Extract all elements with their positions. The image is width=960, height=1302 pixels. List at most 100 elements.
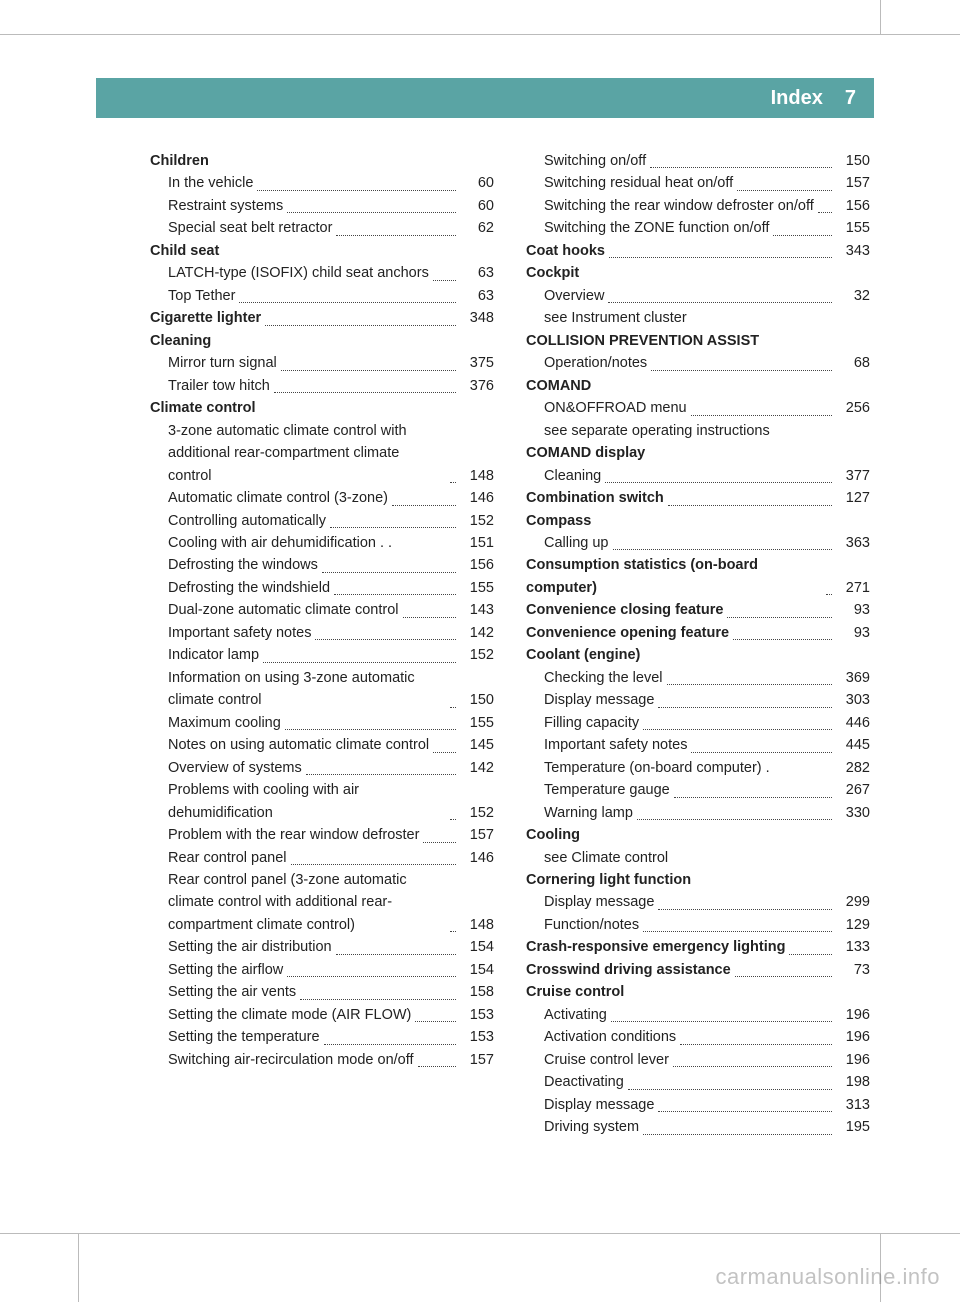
index-crossref: see separate operating instructions: [526, 420, 870, 442]
index-page: 196: [836, 1049, 870, 1071]
index-content: ChildrenIn the vehicle60Restraint system…: [150, 150, 870, 1139]
index-label: Cooling with air dehumidification . .: [168, 532, 392, 554]
leader-dots: [691, 752, 832, 753]
index-entry: Overview32: [526, 285, 870, 307]
index-label: Switching on/off: [544, 150, 646, 172]
index-page: 330: [836, 802, 870, 824]
leader-dots: [613, 549, 833, 550]
leader-dots: [300, 999, 456, 1000]
index-label: Coat hooks: [526, 240, 605, 262]
leader-dots: [263, 662, 456, 663]
index-label: Top Tether: [168, 285, 235, 307]
leader-dots: [658, 707, 832, 708]
index-page: 377: [836, 465, 870, 487]
index-entry: Switching residual heat on/off157: [526, 172, 870, 194]
index-page: 60: [460, 195, 494, 217]
index-entry: Controlling automatically152: [150, 510, 494, 532]
index-page: 60: [460, 172, 494, 194]
leader-dots: [287, 212, 456, 213]
leader-dots: [608, 302, 832, 303]
index-entry: Important safety notes445: [526, 734, 870, 756]
index-entry: Operation/notes68: [526, 352, 870, 374]
index-label: Mirror turn signal: [168, 352, 277, 374]
leader-dots: [789, 954, 832, 955]
index-page: 148: [460, 914, 494, 936]
index-entry: Setting the temperature153: [150, 1026, 494, 1048]
leader-dots: [609, 257, 832, 258]
leader-dots: [257, 190, 456, 191]
index-entry: Switching on/off150: [526, 150, 870, 172]
index-label: Cleaning: [544, 465, 601, 487]
index-entry: Temperature (on-board computer) .282: [526, 757, 870, 779]
index-label: Display message: [544, 689, 654, 711]
index-page: 154: [460, 959, 494, 981]
index-entry: Information on using 3-zone automatic cl…: [150, 667, 494, 712]
leader-dots: [650, 167, 832, 168]
leader-dots: [418, 1066, 456, 1067]
index-heading: Cruise control: [526, 981, 870, 1003]
index-label: Switching the ZONE function on/off: [544, 217, 769, 239]
leader-dots: [658, 909, 832, 910]
leader-dots: [826, 594, 832, 595]
index-label: Checking the level: [544, 667, 663, 689]
index-heading: Cornering light function: [526, 869, 870, 891]
index-entry: In the vehicle60: [150, 172, 494, 194]
index-page: 133: [836, 936, 870, 958]
leader-dots: [433, 752, 456, 753]
index-entry: Convenience opening feature93: [526, 622, 870, 644]
index-label: Problem with the rear window defroster: [168, 824, 419, 846]
index-label: ON&OFFROAD menu: [544, 397, 687, 419]
index-entry: Setting the climate mode (AIR FLOW)153: [150, 1004, 494, 1026]
index-label: Setting the airflow: [168, 959, 283, 981]
index-entry: Coat hooks343: [526, 240, 870, 262]
index-page: 146: [460, 487, 494, 509]
index-page: 153: [460, 1026, 494, 1048]
index-label: Overview: [544, 285, 604, 307]
index-label: Driving system: [544, 1116, 639, 1138]
index-page: 148: [460, 465, 494, 487]
index-page: 155: [460, 712, 494, 734]
header-band: Index 7: [96, 78, 874, 118]
index-entry: Deactivating198: [526, 1071, 870, 1093]
index-entry: Special seat belt retractor62: [150, 217, 494, 239]
index-entry: Cleaning 377: [526, 465, 870, 487]
index-entry: Mirror turn signal375: [150, 352, 494, 374]
index-page: 195: [836, 1116, 870, 1138]
index-crossref: see Climate control: [526, 847, 870, 869]
index-label: Function/notes: [544, 914, 639, 936]
index-entry: Defrosting the windows156: [150, 554, 494, 576]
index-label: Important safety notes: [168, 622, 311, 644]
index-label: Deactivating: [544, 1071, 624, 1093]
index-page: 157: [460, 824, 494, 846]
leader-dots: [274, 392, 456, 393]
leader-dots: [773, 235, 832, 236]
leader-dots: [643, 1134, 832, 1135]
index-label: Filling capacity: [544, 712, 639, 734]
index-label: Display message: [544, 1094, 654, 1116]
index-label: Cruise control lever: [544, 1049, 669, 1071]
leader-dots: [324, 1044, 456, 1045]
leader-dots: [433, 280, 456, 281]
leader-dots: [733, 639, 832, 640]
index-entry: Automatic climate control (3-zone)146: [150, 487, 494, 509]
index-label: Setting the climate mode (AIR FLOW): [168, 1004, 411, 1026]
index-page: 151: [460, 532, 494, 554]
index-label: Notes on using automatic climate control: [168, 734, 429, 756]
index-heading: Cleaning: [150, 330, 494, 352]
header-page: 7: [845, 87, 856, 110]
index-entry: Consumption statistics (on-board compute…: [526, 554, 870, 599]
index-label: Temperature (on-board computer) .: [544, 757, 770, 779]
index-page: 271: [836, 577, 870, 599]
leader-dots: [287, 976, 456, 977]
index-label: Rear control panel (3-zone automatic cli…: [168, 869, 446, 936]
index-page: 63: [460, 262, 494, 284]
index-label: Calling up: [544, 532, 609, 554]
index-label: Temperature gauge: [544, 779, 670, 801]
leader-dots: [265, 325, 456, 326]
leader-dots: [291, 864, 457, 865]
index-entry: Switching the ZONE function on/off155: [526, 217, 870, 239]
leader-dots: [315, 639, 456, 640]
index-label: Crosswind driving assistance: [526, 959, 731, 981]
leader-dots: [392, 505, 456, 506]
index-column-left: ChildrenIn the vehicle60Restraint system…: [150, 150, 494, 1139]
